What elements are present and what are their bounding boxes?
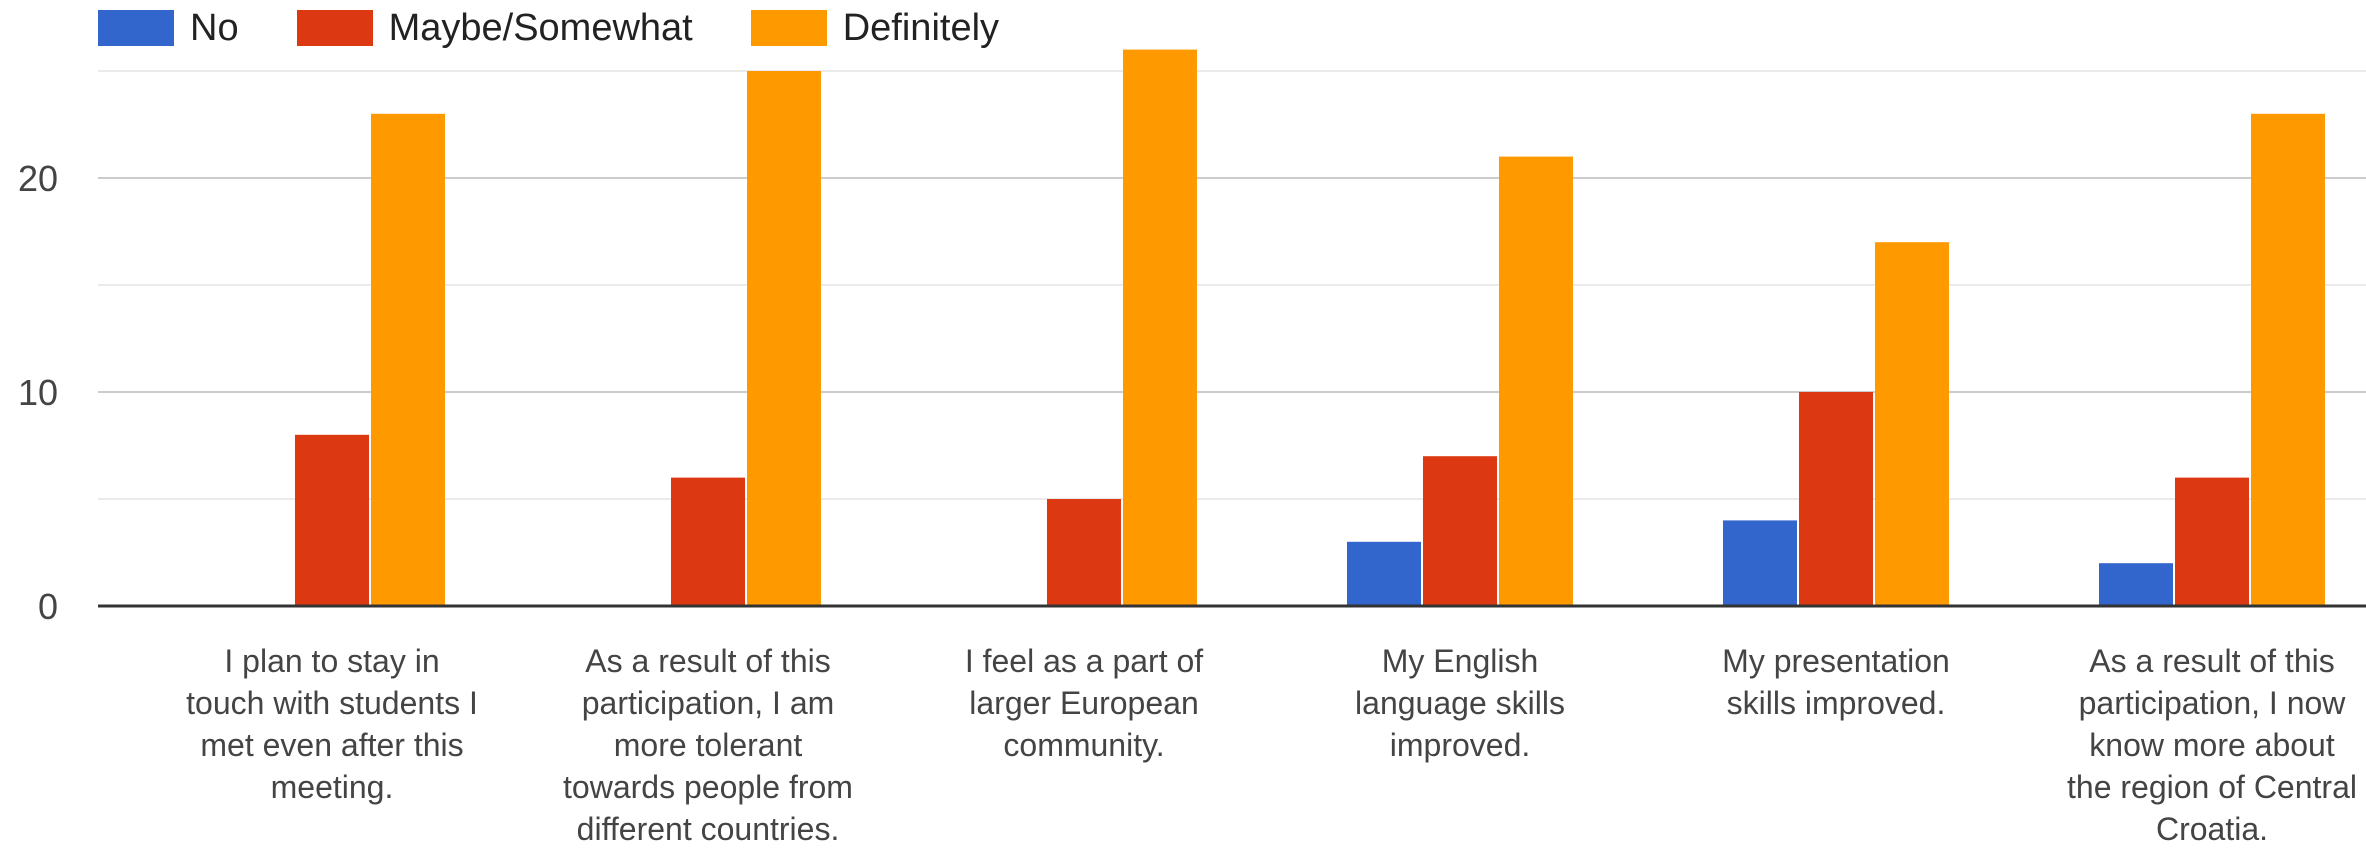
bar-definitely bbox=[747, 71, 821, 606]
legend-swatch-maybe-somewhat bbox=[296, 10, 373, 46]
x-category-label: As a result of this participation, I now k… bbox=[2047, 640, 2366, 850]
legend-item-definitely: Definitely bbox=[750, 6, 1000, 50]
bar-definitely bbox=[1123, 49, 1197, 607]
legend-swatch-no bbox=[98, 10, 174, 46]
y-tick-label: 20 bbox=[18, 158, 58, 199]
x-category-label-line: improved. bbox=[1389, 727, 1531, 763]
gridlines bbox=[98, 70, 2366, 500]
x-category-label-line: My presentation bbox=[1722, 643, 1950, 679]
x-category-label: My English language skills improved. bbox=[1295, 640, 1625, 766]
bar-maybe-somewhat bbox=[1799, 392, 1873, 606]
y-axis-tick-labels: 0 10 20 bbox=[18, 158, 58, 627]
x-category-label-line: the region of Central bbox=[2067, 769, 2357, 805]
x-category-label-line: community. bbox=[1003, 727, 1165, 763]
legend-item-maybe-somewhat: Maybe/Somewhat bbox=[296, 6, 693, 50]
x-category-label: I plan to stay in touch with students I me… bbox=[167, 640, 497, 808]
x-category-label: As a result of this participation, I am mo… bbox=[543, 640, 873, 850]
y-tick-label: 0 bbox=[38, 586, 58, 627]
bar-maybe-somewhat bbox=[1047, 499, 1121, 606]
x-category-label-line: larger European bbox=[969, 685, 1199, 721]
x-category-label-line: different countries. bbox=[576, 811, 840, 847]
x-category-label: My presentation skills improved. bbox=[1671, 640, 2001, 724]
bar-maybe-somewhat bbox=[671, 477, 745, 606]
x-category-label-line: more tolerant bbox=[613, 727, 803, 763]
bar-definitely bbox=[1499, 156, 1573, 606]
y-tick-label: 10 bbox=[18, 372, 58, 413]
x-category-label-line: met even after this bbox=[200, 727, 464, 763]
bar-definitely bbox=[1875, 242, 1949, 606]
x-category-label-line: know more about bbox=[2089, 727, 2335, 763]
x-category-label-line: language skills bbox=[1355, 685, 1565, 721]
bar-no bbox=[2099, 563, 2173, 606]
bars bbox=[295, 49, 2325, 607]
x-category-label-line: touch with students I bbox=[186, 685, 478, 721]
x-category-label-line: towards people from bbox=[563, 769, 853, 805]
bar-no bbox=[1347, 541, 1421, 606]
x-category-label-line: Croatia. bbox=[2155, 811, 2269, 847]
bar-maybe-somewhat bbox=[1423, 456, 1497, 606]
bar-definitely bbox=[2251, 113, 2325, 607]
x-category-label-line: participation, I am bbox=[581, 685, 835, 721]
x-category-label: I feel as a part of larger European commun… bbox=[919, 640, 1249, 766]
x-category-label-line: I feel as a part of bbox=[964, 643, 1204, 679]
bar-no bbox=[1723, 520, 1797, 606]
x-category-label-line: I plan to stay in bbox=[224, 643, 440, 679]
legend-label-no: No bbox=[190, 6, 239, 49]
x-category-label-line: As a result of this bbox=[585, 643, 831, 679]
bar-maybe-somewhat bbox=[295, 434, 369, 606]
chart-legend: No Maybe/Somewhat Definitely bbox=[98, 4, 1057, 52]
legend-item-no: No bbox=[98, 7, 239, 50]
bar-maybe-somewhat bbox=[2175, 477, 2249, 606]
x-category-label-line: skills improved. bbox=[1726, 685, 1946, 721]
x-category-label-line: participation, I now bbox=[2078, 685, 2346, 721]
bar-definitely bbox=[371, 113, 445, 607]
legend-label-definitely: Definitely bbox=[842, 6, 1000, 49]
x-category-label-line: As a result of this bbox=[2089, 643, 2335, 679]
x-category-label-line: meeting. bbox=[270, 769, 394, 805]
legend-label-maybe-somewhat: Maybe/Somewhat bbox=[388, 6, 693, 49]
x-category-label-line: My English bbox=[1381, 643, 1539, 679]
legend-swatch-definitely bbox=[750, 10, 827, 46]
